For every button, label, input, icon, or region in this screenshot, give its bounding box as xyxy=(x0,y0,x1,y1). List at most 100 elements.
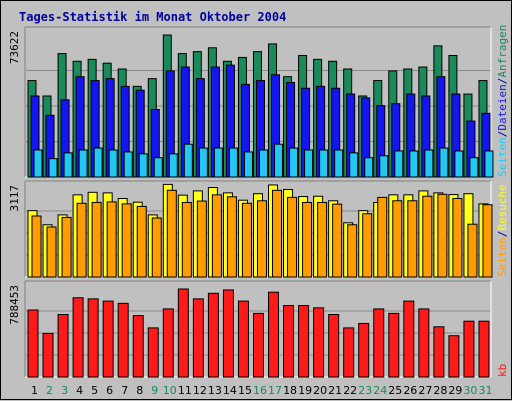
legend-entry: Besuche xyxy=(496,184,509,230)
bar-kb-day-28 xyxy=(433,326,445,378)
bar-seiten-day-23 xyxy=(364,157,374,178)
day-label-5: 5 xyxy=(91,384,98,397)
day-label-28: 28 xyxy=(433,384,447,397)
bar-seiten-day-7 xyxy=(123,151,133,178)
bar-seiten-day-30 xyxy=(469,157,479,178)
bar-seiten-day-14 xyxy=(228,147,238,178)
bar-seiten-day-16 xyxy=(258,149,268,178)
bar-seiten-day-2 xyxy=(46,226,57,278)
bar-kb-day-25 xyxy=(388,312,400,378)
bar-seiten-day-12 xyxy=(198,147,208,178)
bar-seiten-day-25 xyxy=(392,200,403,278)
bar-kb-day-17 xyxy=(268,291,280,378)
panel-middle: 3117 Seiten/Besuche xyxy=(8,180,509,278)
bar-seiten-day-1 xyxy=(31,215,42,278)
bar-seiten-day-14 xyxy=(226,196,237,278)
day-label-14: 14 xyxy=(223,384,237,397)
bar-kb-day-8 xyxy=(132,315,144,378)
bar-kb-day-3 xyxy=(57,313,69,378)
bar-kb-day-7 xyxy=(117,302,129,378)
bar-seiten-day-4 xyxy=(76,202,87,278)
legend-entry: / xyxy=(496,78,509,85)
ymax-label: 788453 xyxy=(8,285,21,325)
day-label-30: 30 xyxy=(463,384,477,397)
bar-kb-day-5 xyxy=(87,298,99,378)
day-label-27: 27 xyxy=(418,384,432,397)
day-label-3: 3 xyxy=(61,384,68,397)
bar-kb-day-4 xyxy=(72,297,84,378)
bar-seiten-day-27 xyxy=(424,149,434,178)
day-label-25: 25 xyxy=(388,384,402,397)
legend-entry: / xyxy=(496,231,509,238)
bar-seiten-day-24 xyxy=(379,155,389,178)
bar-seiten-day-2 xyxy=(48,158,58,178)
bar-seiten-day-19 xyxy=(304,149,314,178)
legend-entry: Anfragen xyxy=(496,25,509,78)
legend-entry: / xyxy=(496,131,509,138)
bar-seiten-day-21 xyxy=(334,149,344,178)
bar-kb-day-31 xyxy=(478,320,490,378)
bar-seiten-day-8 xyxy=(136,205,147,278)
day-label-29: 29 xyxy=(448,384,462,397)
bar-kb-day-24 xyxy=(373,308,385,378)
bar-seiten-day-21 xyxy=(332,203,343,278)
day-label-7: 7 xyxy=(121,384,128,397)
day-label-4: 4 xyxy=(76,384,83,397)
bar-seiten-day-23 xyxy=(362,213,373,278)
bar-seiten-day-10 xyxy=(168,153,178,178)
legend: kb xyxy=(496,364,509,377)
bar-seiten-day-18 xyxy=(289,147,299,178)
bar-seiten-day-20 xyxy=(317,201,328,278)
legend-entry: Seiten xyxy=(496,137,509,177)
bar-seiten-day-26 xyxy=(407,200,418,278)
bar-seiten-day-11 xyxy=(181,201,192,278)
bar-seiten-day-17 xyxy=(274,143,284,178)
bar-kb-day-27 xyxy=(418,308,430,378)
bar-seiten-day-8 xyxy=(138,153,148,178)
day-label-31: 31 xyxy=(478,384,492,397)
bar-seiten-day-10 xyxy=(166,189,177,278)
bar-seiten-day-24 xyxy=(377,196,388,278)
bar-kb-day-11 xyxy=(177,288,189,378)
bar-seiten-day-20 xyxy=(319,149,329,178)
bar-seiten-day-25 xyxy=(394,150,404,178)
bar-seiten-day-31 xyxy=(484,150,494,178)
bar-seiten-day-9 xyxy=(151,217,162,278)
bar-kb-day-12 xyxy=(192,298,204,378)
day-label-21: 21 xyxy=(328,384,342,397)
day-label-17: 17 xyxy=(268,384,282,397)
bar-kb-day-2 xyxy=(42,332,54,378)
bar-seiten-day-17 xyxy=(272,189,283,278)
bar-seiten-day-11 xyxy=(183,143,193,178)
day-label-6: 6 xyxy=(106,384,113,397)
bar-seiten-day-3 xyxy=(61,216,72,278)
bar-seiten-day-26 xyxy=(409,150,419,178)
day-label-23: 23 xyxy=(358,384,372,397)
legend-entry: Seiten xyxy=(496,237,509,277)
bar-seiten-day-22 xyxy=(349,152,359,178)
chart-title: Tages-Statistik im Monat Oktober 2004 xyxy=(19,10,286,24)
day-label-2: 2 xyxy=(46,384,53,397)
bar-seiten-day-15 xyxy=(241,202,252,278)
bar-seiten-day-27 xyxy=(422,195,433,278)
bar-kb-day-19 xyxy=(298,305,310,378)
ymax-label: 3117 xyxy=(8,185,21,212)
bar-kb-day-9 xyxy=(147,327,159,378)
bar-seiten-day-9 xyxy=(153,157,163,178)
day-label-22: 22 xyxy=(343,384,357,397)
bar-seiten-day-4 xyxy=(78,149,88,178)
day-label-8: 8 xyxy=(136,384,143,397)
bar-seiten-day-12 xyxy=(196,200,207,278)
bar-kb-day-26 xyxy=(403,300,415,378)
panel-bottom: 788453 kb xyxy=(8,280,509,378)
bar-seiten-day-31 xyxy=(482,204,493,278)
bar-kb-day-15 xyxy=(237,300,249,378)
bar-kb-day-30 xyxy=(463,320,475,378)
day-label-16: 16 xyxy=(253,384,267,397)
bar-seiten-day-6 xyxy=(106,201,117,278)
day-label-11: 11 xyxy=(178,384,192,397)
bar-seiten-day-22 xyxy=(347,224,358,278)
ymax-label: 73622 xyxy=(8,31,21,64)
